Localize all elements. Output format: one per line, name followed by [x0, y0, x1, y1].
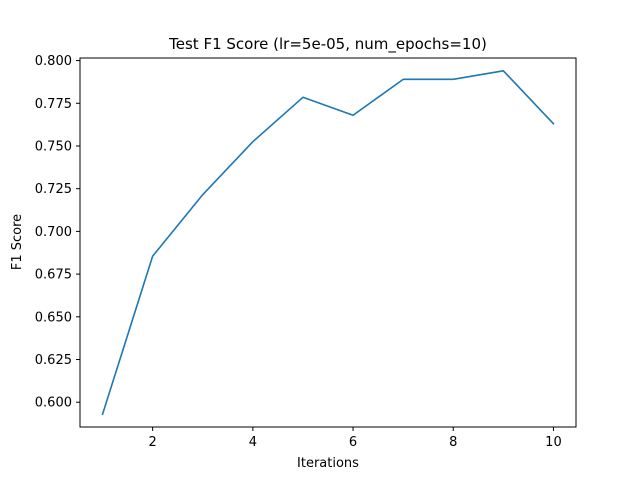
y-tick-label: 0.675: [35, 268, 72, 283]
plot-area-frame: [79, 57, 577, 428]
series-layer: [101, 70, 555, 416]
y-tick-label: 0.800: [35, 54, 72, 69]
y-tick-label: 0.775: [35, 97, 72, 112]
x-tick-label: 8: [449, 435, 457, 450]
y-tick-label: 0.650: [35, 310, 72, 325]
y-axis: 0.600 0.625 0.650 0.675 0.700 0.725 0.750 0.775…: [35, 54, 80, 411]
y-tick-label: 0.750: [35, 139, 72, 154]
series-line: [101, 70, 555, 416]
x-tick-label: 10: [545, 435, 562, 450]
x-tick-label: 6: [349, 435, 357, 450]
x-tick-label: 4: [249, 435, 257, 450]
y-tick-label: 0.725: [35, 182, 72, 197]
x-axis: 2 4 6 8 10: [149, 427, 562, 450]
x-tick-label: 2: [149, 435, 157, 450]
y-axis-label: F1 Score: [10, 214, 25, 270]
y-tick-label: 0.625: [35, 353, 72, 368]
y-tick-label: 0.600: [35, 396, 72, 411]
chart-title: Test F1 Score (lr=5e-05, num_epochs=10): [168, 35, 487, 54]
x-axis-label: Iterations: [297, 456, 359, 471]
y-tick-label: 0.700: [35, 225, 72, 240]
